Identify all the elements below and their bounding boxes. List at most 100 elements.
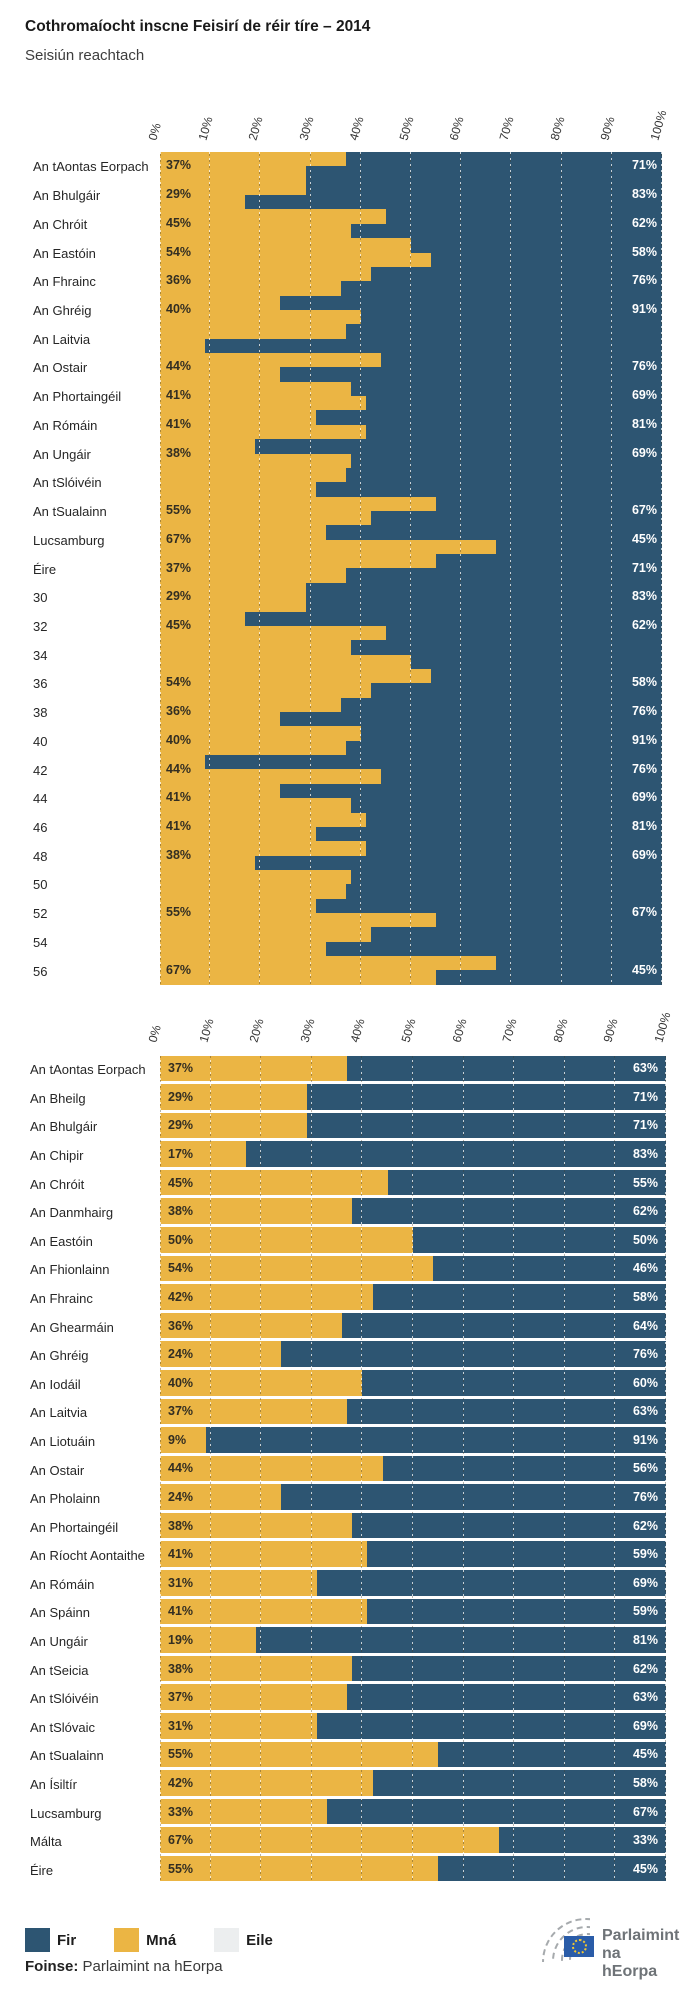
page-title: Cothromaíocht inscne Feisirí de réir tír…	[25, 18, 371, 35]
stacked-bar	[160, 439, 662, 454]
stacked-bar	[160, 1741, 666, 1768]
stacked-bar	[160, 1855, 666, 1882]
stacked-bar	[160, 1055, 666, 1082]
bar-segment-mna	[160, 1741, 439, 1768]
fir-pct-label: 67%	[631, 905, 657, 920]
logo-text-line1: Parlaimint	[602, 1927, 680, 1944]
stacked-bar	[160, 166, 662, 181]
bar-row: 67% 33%	[160, 1826, 666, 1855]
fir-pct-label: 59%	[632, 1604, 658, 1619]
bar-segment-mna	[160, 1484, 282, 1510]
stacked-bar	[160, 295, 662, 310]
fir-pct-label: 58%	[632, 1775, 658, 1790]
bar-segment-fir	[436, 970, 662, 985]
bar-segment-mna	[160, 970, 437, 985]
category-label: 52	[33, 906, 48, 922]
stacked-bar	[160, 1141, 666, 1167]
stacked-bar	[160, 353, 662, 368]
bar-segment-mna	[160, 1712, 317, 1739]
bar-segment-fir	[365, 841, 662, 856]
bar-segment-mna	[160, 1341, 282, 1367]
stacked-bar	[160, 1827, 666, 1853]
logo-text-line2: na hEorpa	[602, 1945, 658, 1981]
stacked-bar	[160, 338, 662, 354]
stacked-bar	[160, 1484, 666, 1510]
fir-pct-label: 76%	[632, 1490, 658, 1505]
bar-segment-fir	[245, 195, 662, 210]
bar-segment-mna	[160, 927, 371, 942]
category-label: An Iodáil	[30, 1376, 81, 1392]
stacked-bar	[160, 611, 662, 626]
bar-segment-fir	[281, 1341, 666, 1367]
gridline	[513, 1054, 515, 1883]
bar-segment-fir	[350, 798, 662, 813]
category-label: An Ostair	[30, 1462, 85, 1478]
bar-segment-fir	[380, 353, 662, 368]
bar-segment-mna	[160, 424, 366, 440]
category-label: An Bhulgáir	[33, 188, 101, 204]
mna-pct-label: 41%	[166, 416, 192, 431]
bar-segment-mna	[160, 353, 381, 368]
bar-segment-mna	[160, 1855, 439, 1882]
gridline	[510, 152, 512, 985]
fir-pct-label: 56%	[632, 1461, 658, 1476]
fir-pct-label: 71%	[631, 158, 657, 173]
bar-segment-mna	[160, 152, 346, 167]
stacked-bar	[160, 913, 662, 928]
category-label: 56	[33, 963, 48, 979]
gridline	[361, 1054, 363, 1883]
category-label: Éire	[33, 561, 57, 577]
mna-pct-label: 36%	[168, 1318, 194, 1333]
bar-segment-fir	[281, 1484, 666, 1510]
bar-segment-mna	[160, 1684, 348, 1710]
bar-segment-fir	[352, 1655, 666, 1682]
stacked-bar	[160, 898, 662, 914]
bar-segment-mna	[160, 482, 316, 497]
bar-row: 31% 69%	[160, 1711, 666, 1740]
stacked-bar	[160, 798, 662, 813]
stacked-bar	[160, 554, 662, 569]
bar-segment-fir	[350, 869, 662, 885]
stacked-bar	[160, 640, 662, 655]
bar-segment-fir	[431, 252, 662, 267]
category-label: An tSlóivéin	[33, 475, 102, 491]
bar-segment-mna	[160, 1827, 500, 1853]
bar-row: 41% 59%	[160, 1597, 666, 1626]
bar-segment-fir	[245, 611, 662, 626]
category-label: An tSlóvaic	[30, 1719, 96, 1735]
stacked-bar	[160, 654, 662, 669]
fir-pct-label: 91%	[631, 732, 657, 747]
mna-pct-label: 44%	[166, 359, 192, 374]
bar-segment-mna	[160, 324, 346, 339]
bar-segment-mna	[160, 812, 366, 827]
fir-pct-label: 63%	[632, 1404, 658, 1419]
mna-pct-label: 55%	[166, 503, 192, 518]
stacked-bar	[160, 1198, 666, 1224]
bar-row: 45% 55%	[160, 1168, 666, 1197]
stacked-bar	[160, 1798, 666, 1825]
stacked-bar	[160, 1341, 666, 1367]
bar-segment-fir	[372, 1770, 666, 1796]
bar-segment-fir	[433, 1255, 666, 1282]
mna-pct-label: 24%	[168, 1347, 194, 1362]
bar-segment-mna	[160, 1198, 353, 1224]
mna-pct-label: 67%	[168, 1833, 194, 1848]
stacked-bar	[160, 525, 662, 540]
bar-row: 37% 63%	[160, 1054, 666, 1083]
bar-segment-fir	[436, 554, 662, 569]
bar-segment-mna	[160, 1369, 363, 1396]
mna-pct-label: 40%	[168, 1375, 194, 1390]
fir-pct-label: 59%	[632, 1547, 658, 1562]
category-label: Éire	[30, 1862, 54, 1878]
gridline	[209, 152, 211, 985]
bar-segment-fir	[315, 826, 662, 842]
fir-pct-label: 76%	[631, 761, 657, 776]
bar-segment-fir	[305, 582, 662, 598]
stacked-bar	[160, 209, 662, 224]
category-label: An Pholainn	[30, 1491, 101, 1507]
bar-segment-mna	[160, 195, 246, 210]
bar-segment-fir	[367, 1598, 666, 1625]
stacked-bar	[160, 1770, 666, 1796]
fir-pct-label: 67%	[632, 1804, 658, 1819]
